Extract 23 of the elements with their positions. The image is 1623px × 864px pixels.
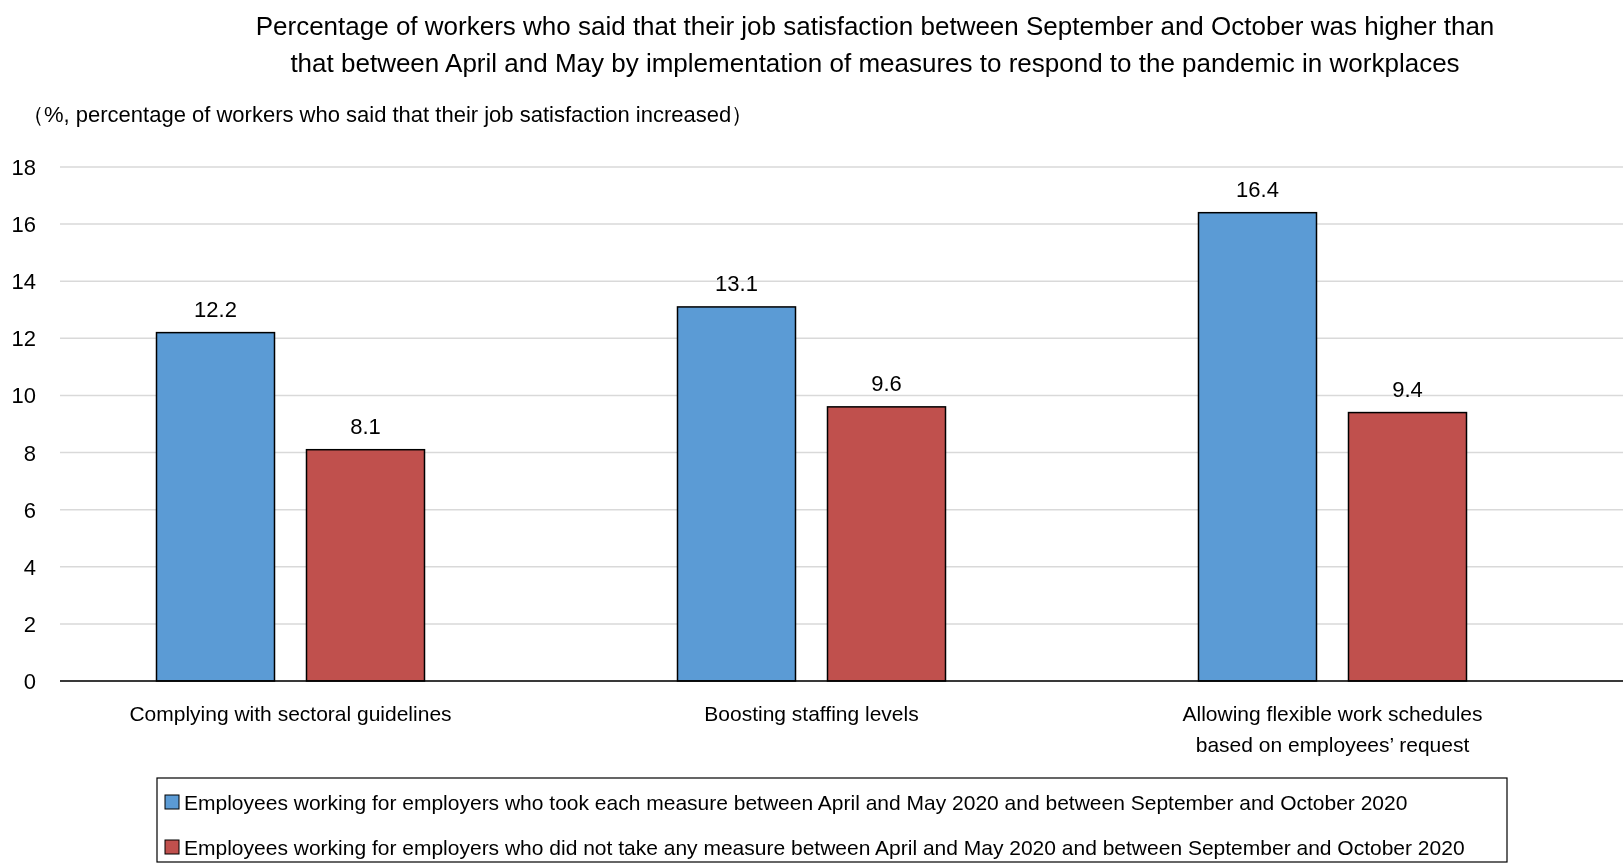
- y-tick-label: 2: [23, 611, 36, 637]
- data-label: 16.4: [1236, 176, 1279, 202]
- x-tick-label: Allowing flexible work schedules based on employees’ request: [1182, 702, 1483, 756]
- y-tick-label: 10: [11, 383, 36, 409]
- data-label: 9.6: [871, 370, 902, 396]
- y-tick-label: 0: [23, 669, 36, 694]
- y-axis-title: （%, percentage of workers who said that their job satisfaction increased）: [22, 102, 754, 127]
- y-tick-label: 8: [23, 440, 36, 466]
- y-tick-label: 18: [11, 155, 36, 180]
- y-tick-label: 14: [11, 269, 36, 295]
- y-tick-label: 6: [23, 497, 36, 523]
- x-tick-label: Complying with sectoral guidelines: [129, 702, 452, 725]
- chart-title: Percentage of workers who said that their job satisfaction between September and October was higher than that between April and May by implementation of measures to respond to the pandemic in workplaces: [255, 11, 1495, 78]
- x-tick-label: Boosting staffing levels: [704, 702, 919, 725]
- y-tick-label: 4: [23, 554, 36, 580]
- y-tick-label: 16: [11, 212, 36, 238]
- data-label: 9.4: [1392, 376, 1423, 402]
- data-label: 12.2: [194, 296, 237, 322]
- legend-label: Employees working for employers who took each measure between April and May 2020 and between September and October 2020: [184, 791, 1408, 814]
- legend-label: Employees working for employers who did not take any measure between April and May 2020 and between September and October 2020: [184, 836, 1465, 859]
- data-label: 13.1: [715, 270, 758, 296]
- data-label: 8.1: [350, 413, 381, 439]
- y-tick-label: 12: [11, 326, 36, 352]
